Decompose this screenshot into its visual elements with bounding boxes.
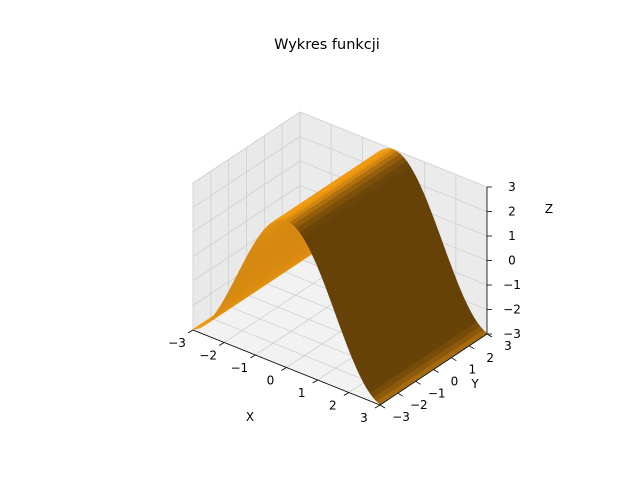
y-tick <box>433 369 439 373</box>
x-tick-label: −3 <box>168 336 186 350</box>
y-tick-label: −3 <box>392 410 410 424</box>
z-tick-label: 3 <box>508 180 516 194</box>
z-axis-label: Z <box>545 202 553 216</box>
y-axis-label: Y <box>470 377 479 391</box>
z-tick-label: 0 <box>508 254 516 268</box>
y-tick <box>486 333 493 338</box>
y-tick <box>451 357 457 362</box>
y-tick-label: 3 <box>504 339 512 353</box>
surface-patch <box>376 398 385 405</box>
x-tick <box>312 379 318 384</box>
chart-title: Wykres funkcji <box>274 37 380 53</box>
y-tick-label: 2 <box>486 351 494 365</box>
z-tick-label: −3 <box>503 327 521 341</box>
grid-line-z-left <box>192 111 301 184</box>
x-tick <box>187 329 194 334</box>
x-tick <box>250 354 256 359</box>
y-tick-label: 1 <box>468 363 476 377</box>
x-tick <box>374 404 381 409</box>
tick-marks <box>187 186 493 409</box>
y-tick-label: −1 <box>428 386 446 400</box>
x-tick <box>218 342 225 346</box>
y-tick <box>397 392 404 397</box>
x-tick-label: 2 <box>329 399 337 413</box>
x-tick-label: 1 <box>298 386 306 400</box>
y-tick <box>468 345 475 350</box>
x-tick-label: −1 <box>230 361 248 375</box>
z-tick-label: −2 <box>503 303 521 317</box>
z-tick-label: 1 <box>508 229 516 243</box>
x-tick-label: 3 <box>360 411 368 425</box>
z-tick-label: −1 <box>503 278 521 292</box>
x-tick-label: −2 <box>199 349 217 363</box>
grid-line-z-left <box>192 136 301 208</box>
surface-plot <box>192 148 488 405</box>
z-tick-label: 2 <box>508 205 516 219</box>
y-tick <box>415 380 421 385</box>
x-tick <box>281 367 287 371</box>
x-tick <box>343 392 350 396</box>
y-tick-label: −2 <box>410 398 428 412</box>
x-tick-label: 0 <box>267 374 275 388</box>
x-axis-label: X <box>246 410 254 424</box>
y-tick <box>379 404 386 409</box>
y-tick-label: 0 <box>451 375 459 389</box>
